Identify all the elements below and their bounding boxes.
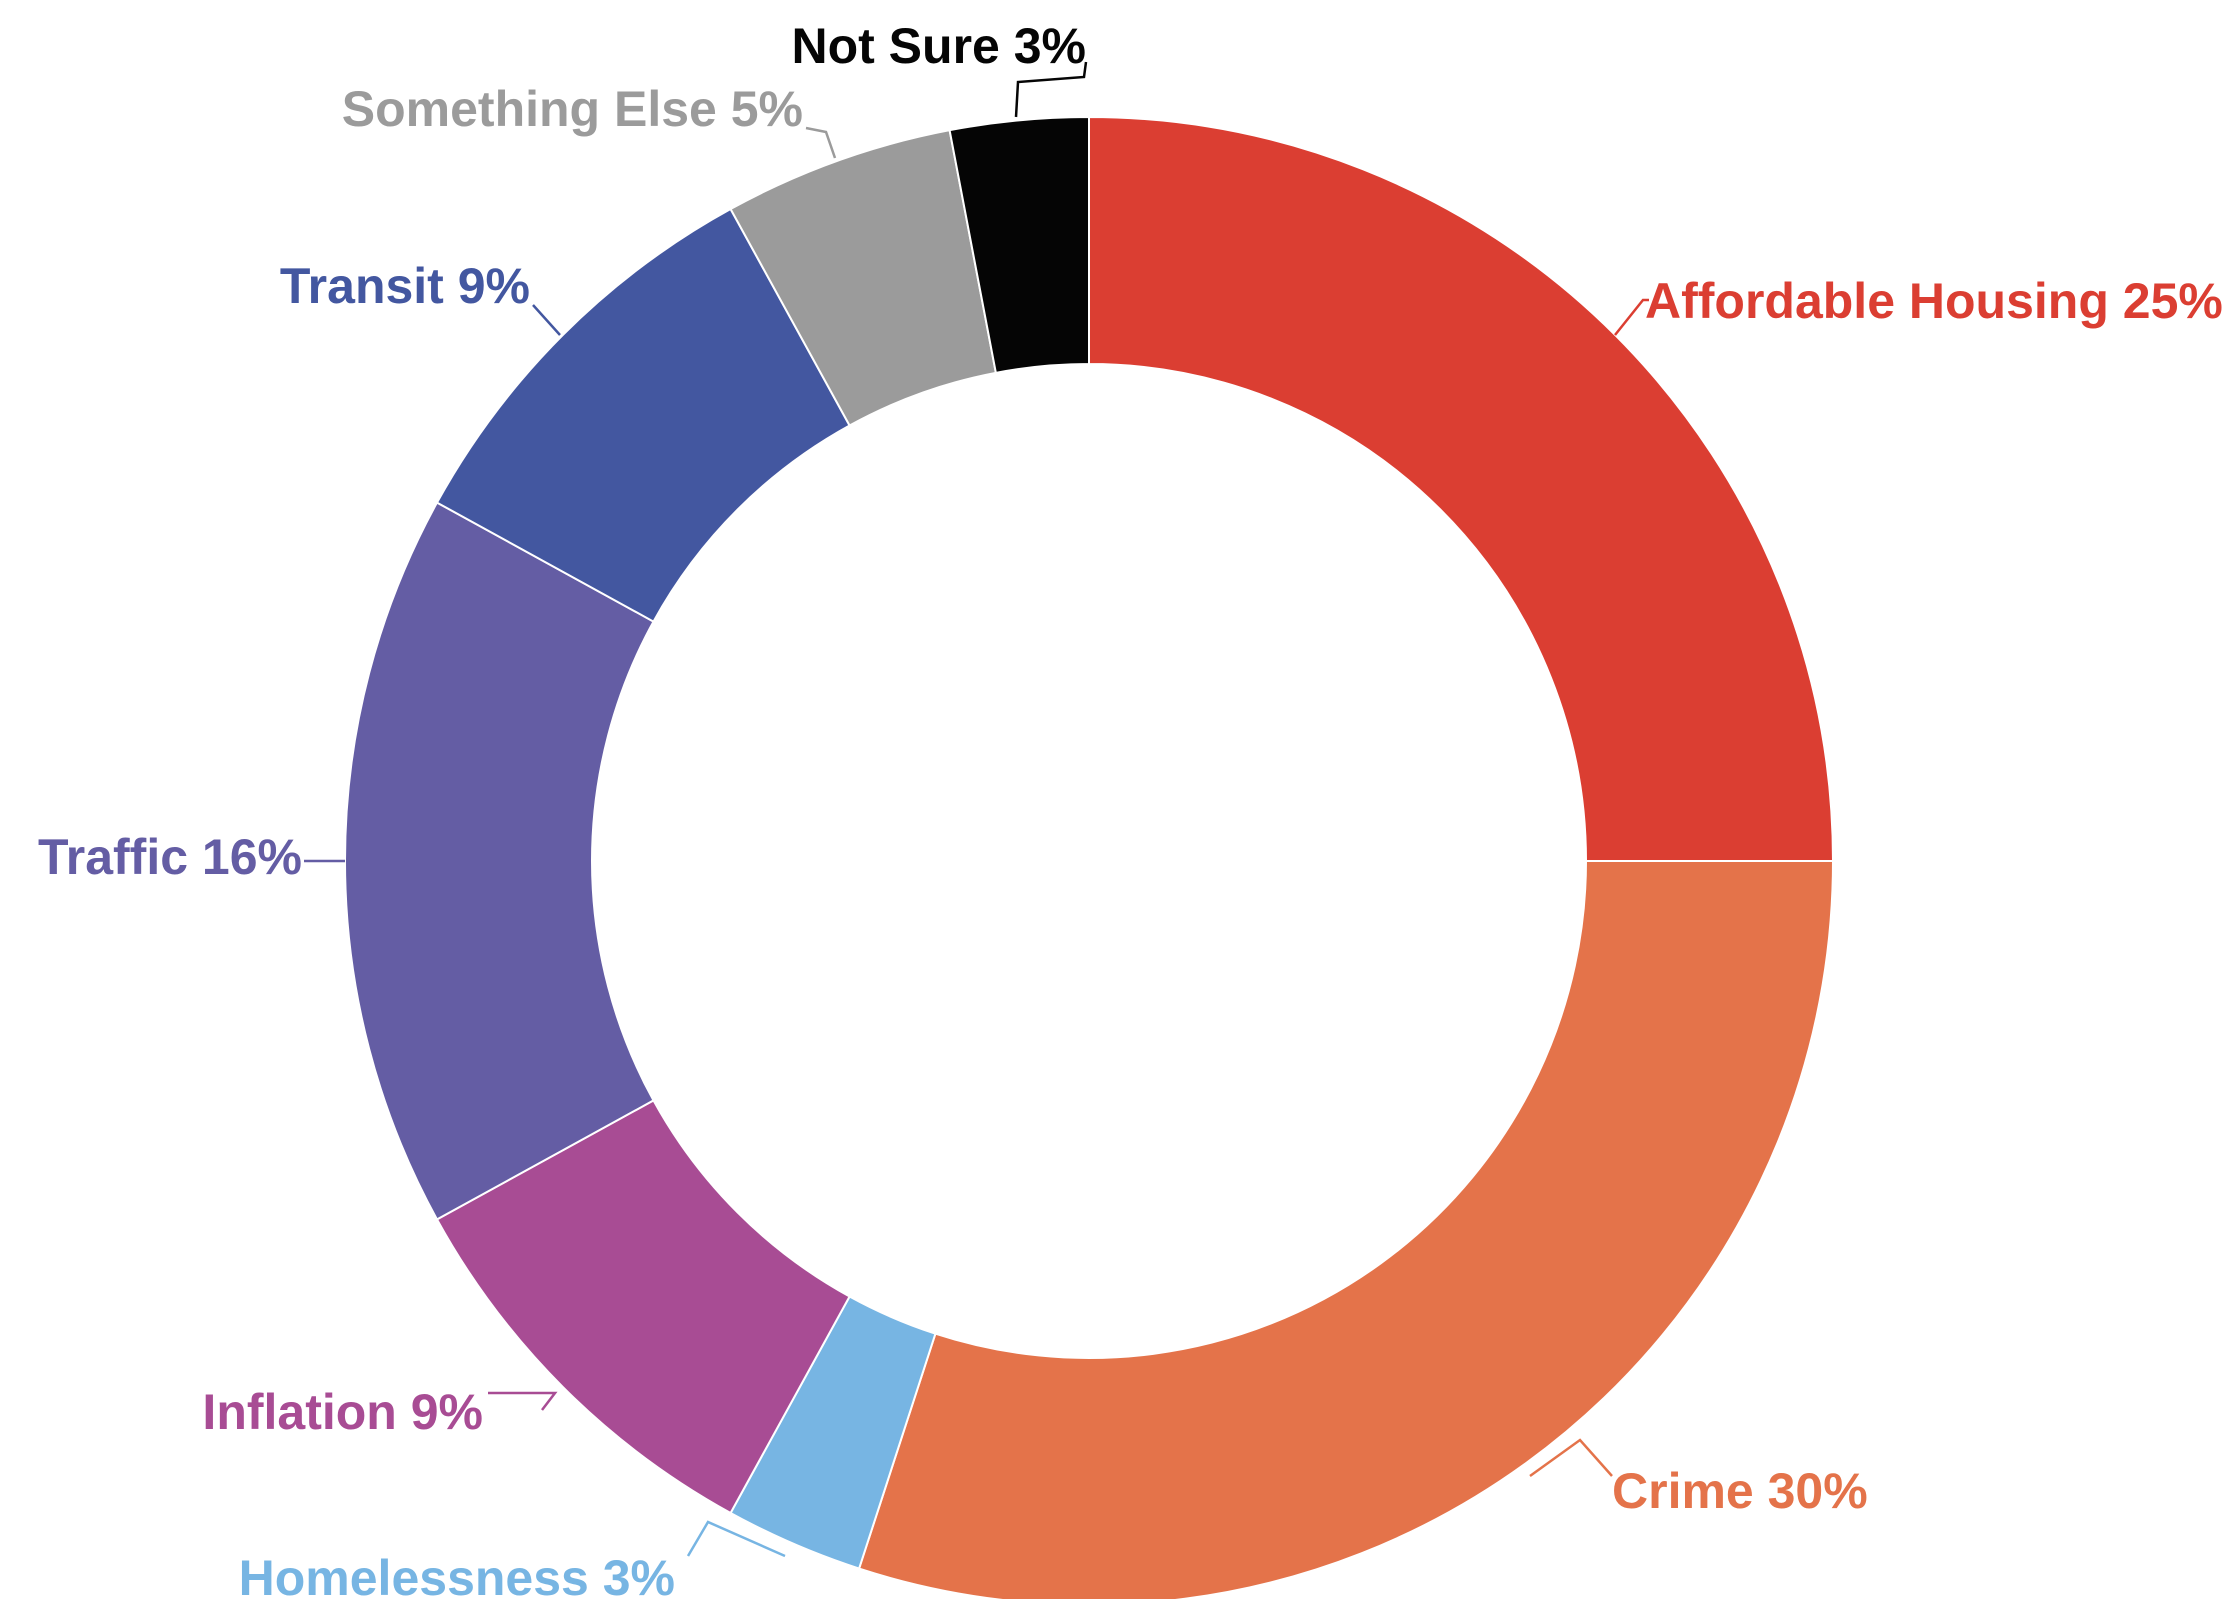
label-affordable-housing: Affordable Housing 25% (1645, 273, 2223, 329)
label-crime: Crime 30% (1612, 1463, 1868, 1519)
leader-crime (1529, 1438, 1613, 1478)
leader-not-sure (1014, 61, 1088, 118)
leader-something-else (805, 126, 837, 159)
leader-transit (532, 304, 561, 336)
label-homelessness: Homelessness 3% (239, 1550, 675, 1599)
leader-lines (304, 61, 1649, 1558)
label-something-else: Something Else 5% (342, 81, 803, 137)
label-transit: Transit 9% (280, 258, 530, 314)
leader-inflation (488, 1391, 558, 1411)
slice-affordable-housing (1088, 115, 1835, 862)
slice-traffic (344, 501, 655, 1221)
slice-crime (857, 860, 1835, 1599)
slice-not-sure (948, 115, 1090, 374)
label-not-sure: Not Sure 3% (791, 18, 1086, 74)
donut-slices (344, 115, 1835, 1599)
leader-homelessness (686, 1520, 786, 1558)
label-inflation: Inflation 9% (202, 1384, 483, 1440)
slice-labels: Affordable Housing 25% Crime 30% Homelessn… (38, 18, 2223, 1599)
leader-affordable-housing (1614, 298, 1649, 336)
label-traffic: Traffic 16% (38, 829, 302, 885)
